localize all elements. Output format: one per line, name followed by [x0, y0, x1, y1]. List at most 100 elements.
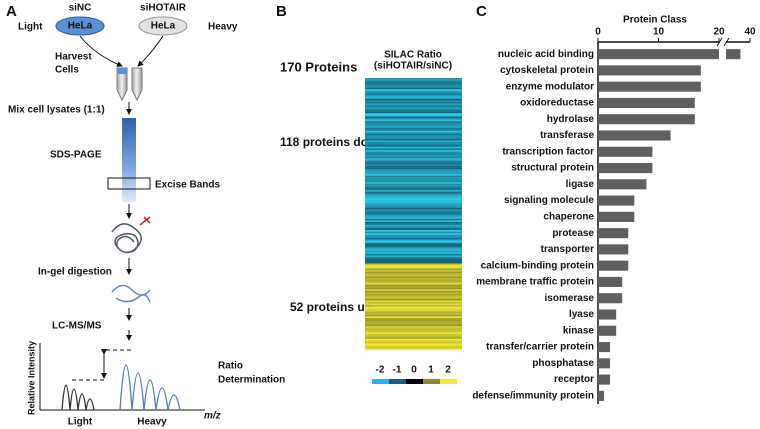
label: 118 proteins down — [280, 135, 385, 149]
label: HeLa — [68, 21, 93, 32]
label: Ratio — [218, 361, 243, 372]
heatmap-row — [365, 318, 462, 320]
x-tick-label: 40 — [744, 27, 756, 38]
heatmap-row — [365, 183, 462, 186]
bar — [598, 276, 623, 287]
peptides — [111, 284, 151, 303]
heatmap-row — [365, 92, 462, 95]
heatmap-row — [365, 247, 462, 250]
heatmap-row — [365, 233, 462, 235]
heatmap-row — [365, 330, 462, 333]
bar — [598, 97, 695, 108]
heatmap-row — [365, 159, 462, 162]
heatmap-row — [365, 158, 462, 160]
heatmap-row — [365, 78, 462, 80]
heatmap-row — [365, 276, 462, 279]
heatmap-row — [365, 322, 462, 325]
heatmap-row — [365, 262, 462, 264]
heatmap-row — [365, 294, 462, 296]
heatmap-row — [365, 94, 462, 96]
bar — [598, 358, 611, 369]
heatmap-row — [365, 305, 462, 307]
bar — [598, 114, 695, 125]
label: Light — [68, 417, 93, 428]
heatmap-row — [365, 86, 462, 88]
heatmap-row — [365, 95, 462, 98]
heatmap-row — [365, 236, 462, 239]
heatmap-row — [365, 244, 462, 247]
cell-dish — [138, 16, 188, 36]
protein-tangle — [111, 223, 142, 254]
heatmap-row — [365, 292, 462, 295]
heatmap-row — [365, 129, 462, 131]
heatmap-row — [365, 138, 462, 141]
heatmap-row — [365, 110, 462, 112]
heatmap-row — [365, 140, 462, 143]
y-tick-label: transferase — [540, 130, 594, 141]
heatmap-row — [365, 103, 462, 106]
bar — [598, 293, 623, 304]
bar — [598, 260, 629, 271]
heatmap-row — [365, 225, 462, 227]
heatmap-row — [365, 108, 462, 111]
heatmap-row — [365, 295, 462, 298]
label: 52 proteins up — [290, 300, 372, 314]
heatmap-row — [365, 135, 462, 138]
bar — [598, 49, 719, 60]
heatmap-row — [365, 266, 462, 269]
spectrum-light — [61, 384, 95, 411]
tube — [131, 67, 143, 102]
heatmap-row — [365, 201, 462, 203]
heatmap-row — [365, 113, 462, 115]
heatmap-row — [365, 100, 462, 103]
axis-label: Relative Intensity — [26, 341, 36, 415]
heatmap-row — [365, 199, 462, 202]
heatmap-row — [365, 89, 462, 91]
heatmap-row — [365, 193, 462, 195]
heatmap-row — [365, 162, 462, 165]
bar — [598, 195, 635, 206]
heatmap-title: (siHOTAIR/siNC) — [374, 61, 452, 72]
heatmap-row — [365, 313, 462, 315]
heatmap-row — [365, 202, 462, 205]
heatmap-row — [365, 148, 462, 151]
heatmap-row — [365, 142, 462, 144]
heatmap-row — [365, 231, 462, 234]
heatmap-row — [365, 119, 462, 122]
heatmap-row — [365, 249, 462, 251]
heatmap-row — [365, 326, 462, 328]
heatmap-row — [365, 278, 462, 280]
heatmap-row — [365, 172, 462, 175]
label: Mix cell lysates (1:1) — [8, 105, 105, 116]
heatmap-row — [365, 316, 462, 319]
heatmap-row — [365, 246, 462, 248]
heatmap-row — [365, 97, 462, 99]
heatmap-row — [365, 204, 462, 207]
y-tick-label: phosphatase — [532, 358, 594, 369]
bar — [598, 81, 701, 92]
heatmap-row — [365, 105, 462, 107]
heatmap-row — [365, 239, 462, 242]
colorbar-tick-label: -2 — [376, 365, 385, 376]
arrow — [137, 35, 164, 67]
label: SDS-PAGE — [50, 150, 102, 161]
y-tick-label: lyase — [569, 309, 594, 320]
heatmap-row — [365, 255, 462, 258]
heatmap-row — [365, 335, 462, 338]
heatmap-row — [365, 298, 462, 301]
heatmap-row — [365, 206, 462, 208]
heatmap-row — [365, 223, 462, 226]
y-tick-label: transfer/carrier protein — [486, 342, 594, 353]
heatmap-row — [365, 98, 462, 101]
panel-a: A siNC siHOTAIR HeLa HeLa Light Heavy Ha… — [6, 3, 285, 428]
heatmap-row — [365, 250, 462, 253]
heatmap-row — [365, 342, 462, 344]
heatmap-row — [365, 303, 462, 306]
heatmap-row — [365, 79, 462, 82]
bar — [598, 146, 653, 157]
heatmap-row — [365, 242, 462, 245]
heatmap-row — [365, 209, 462, 211]
y-tick-label: structural protein — [511, 163, 594, 174]
x-tick-label: 10 — [653, 27, 665, 38]
